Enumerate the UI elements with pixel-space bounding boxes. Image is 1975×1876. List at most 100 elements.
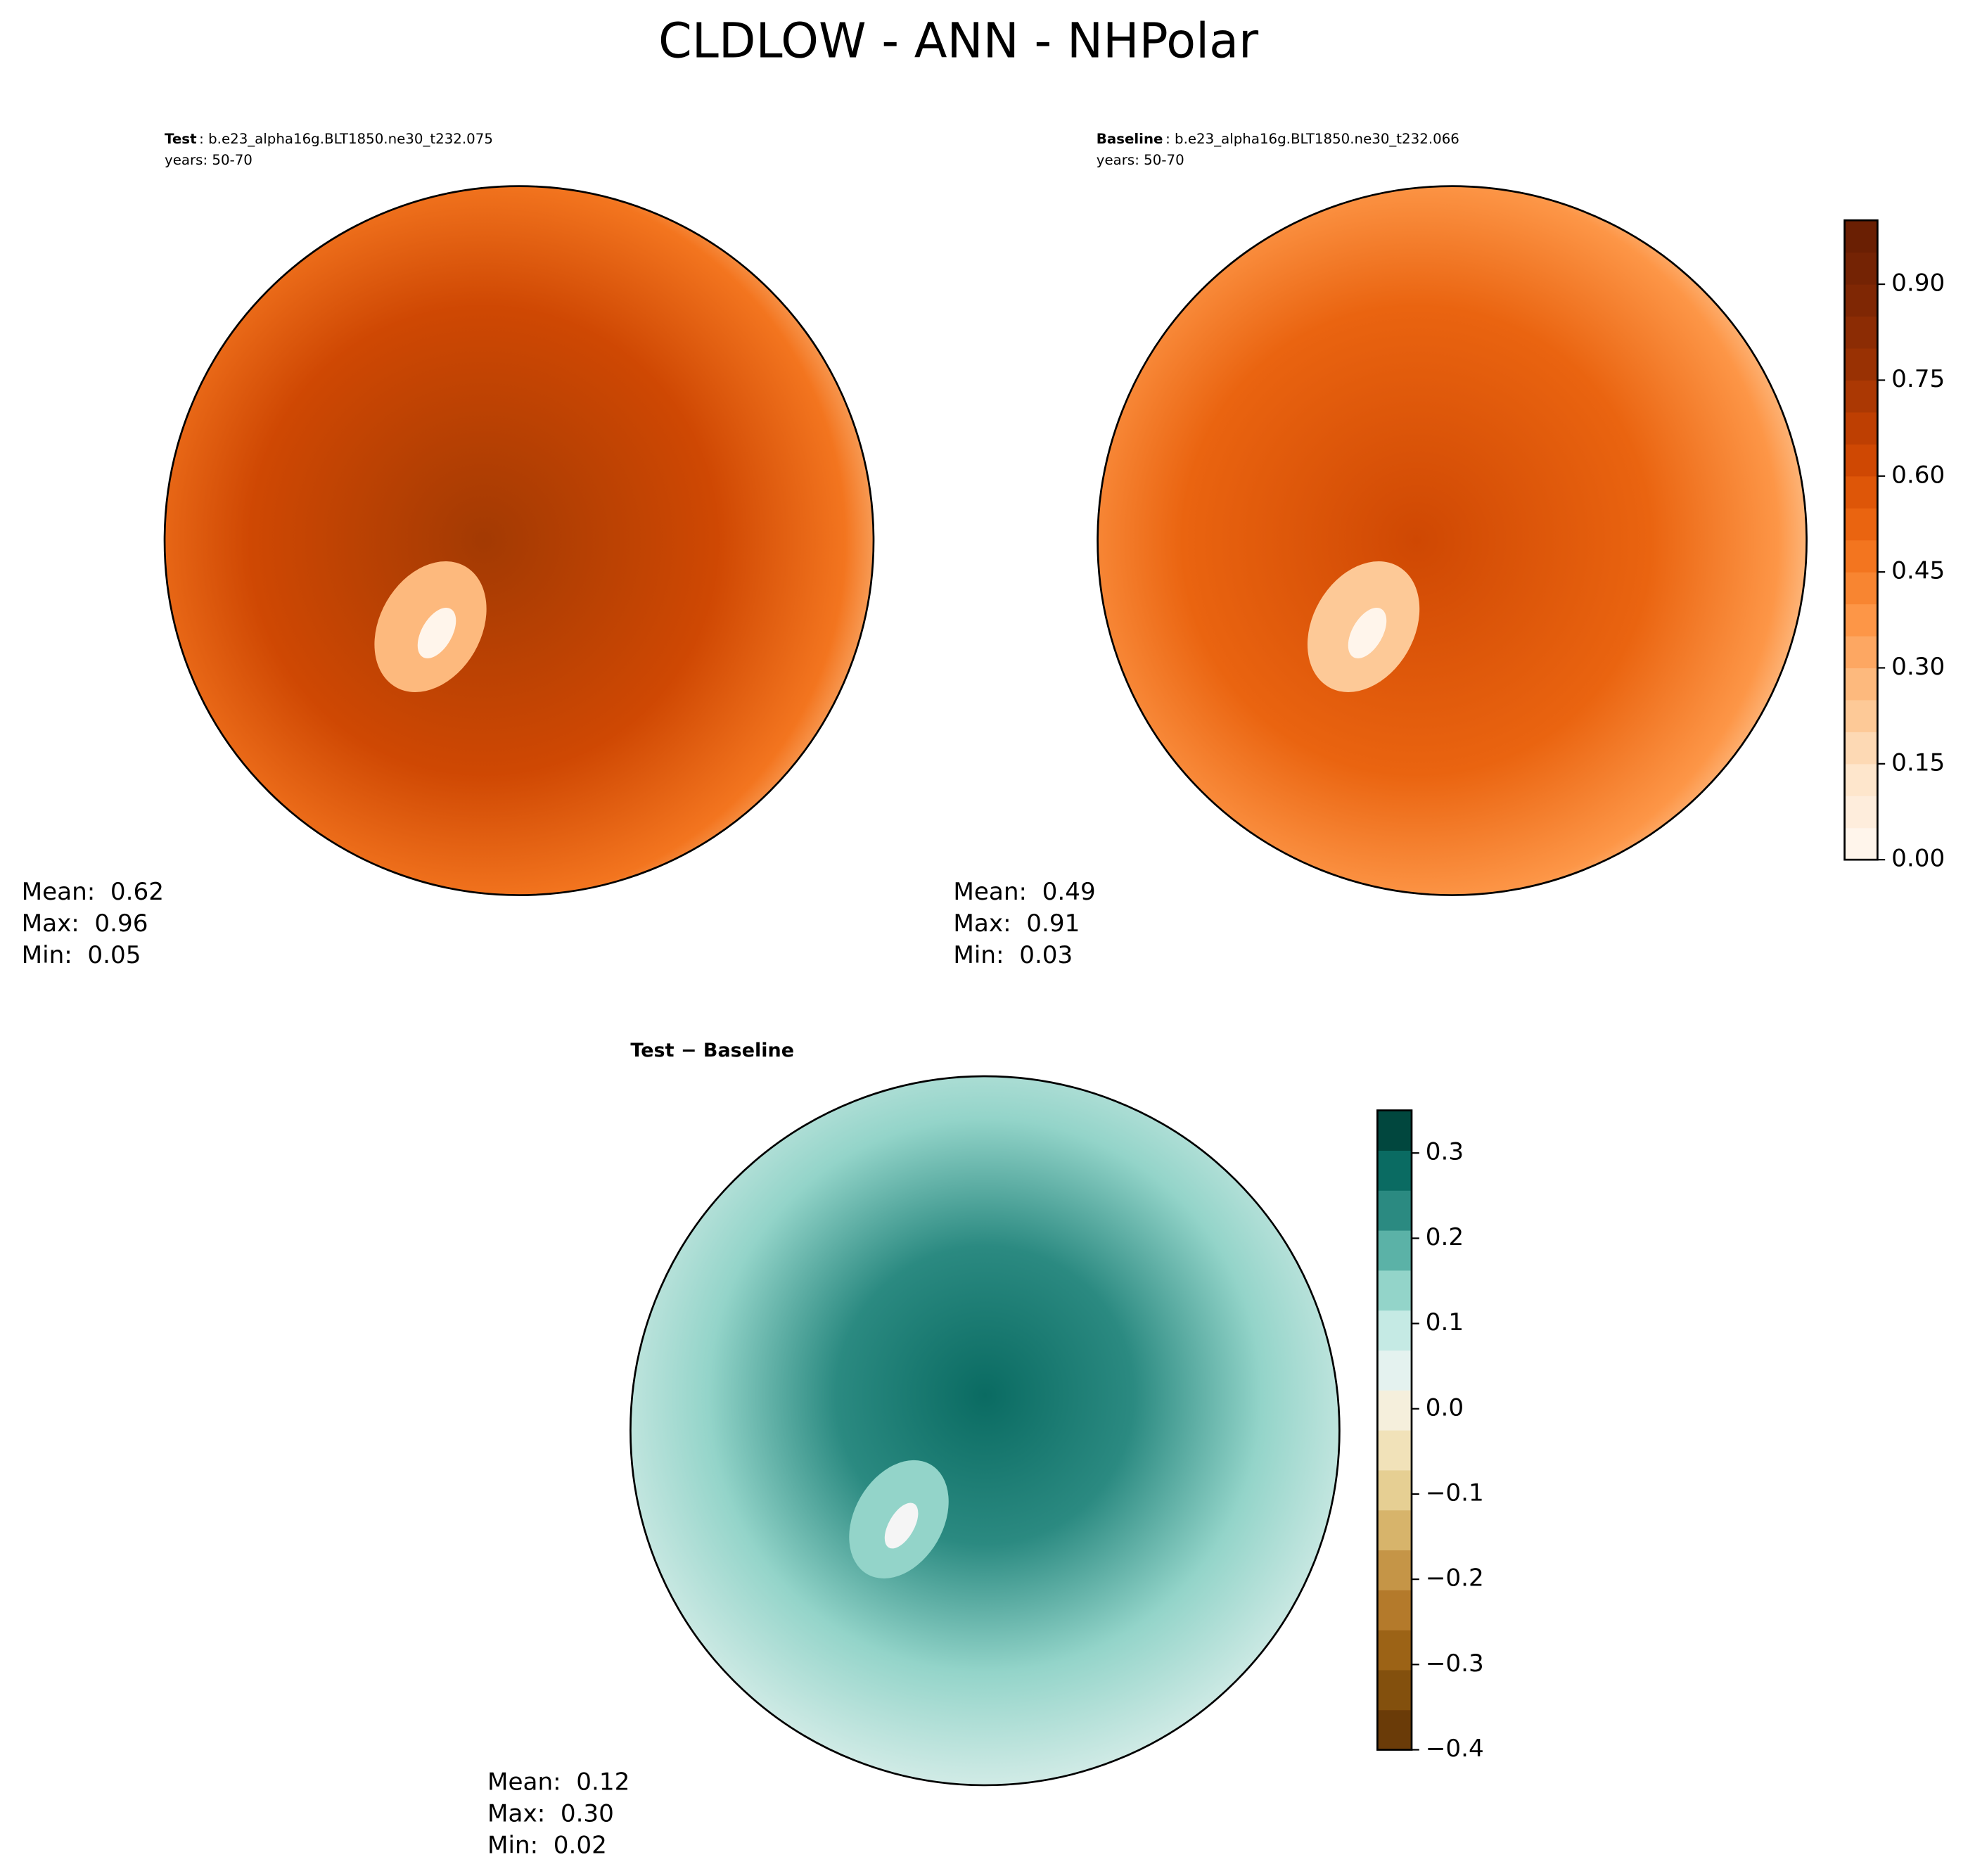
colorbar-band (1377, 1430, 1412, 1471)
colorbar-band (1377, 1150, 1412, 1191)
colorbar-band (1377, 1390, 1412, 1431)
colorbar-band (1844, 636, 1878, 669)
panel-name: Test (165, 130, 197, 146)
colorbar-tick-label: −0.2 (1426, 1564, 1484, 1593)
colorbar-band (1377, 1350, 1412, 1391)
colorbar-tick-label: 0.00 (1891, 845, 1945, 873)
stat-label: Mean: (22, 877, 96, 905)
years: years: 50-70 (165, 152, 253, 168)
colorbar-band (1844, 572, 1878, 605)
stat-value: 0.30 (561, 1799, 614, 1827)
greenland-core (417, 608, 456, 658)
stat-label: Min: (22, 940, 72, 969)
greenland-core (1348, 608, 1387, 658)
stat-label: Min: (953, 940, 1004, 969)
colorbar-band (1844, 796, 1878, 829)
colorbar-tick-label: 0.30 (1891, 653, 1945, 681)
map-diff (629, 1075, 1341, 1787)
case-name: : b.e23_alpha16g.BLT1850.ne30_t232.075 (199, 130, 493, 146)
colorbar-tick-label: −0.4 (1426, 1735, 1484, 1763)
colorbar-band (1377, 1550, 1412, 1590)
colorbar-band (1377, 1510, 1412, 1551)
panel-heading: Baseline: b.e23_alpha16g.BLT1850.ne30_t2… (1097, 130, 1459, 146)
stat-value: 0.96 (94, 909, 148, 937)
stat-value: 0.03 (1019, 940, 1073, 969)
stat-value: 0.49 (1042, 877, 1096, 905)
colorbar-band (1377, 1590, 1412, 1631)
colorbar-tick-label: 0.3 (1426, 1138, 1464, 1166)
colorbar-band (1844, 444, 1878, 477)
colorbar-tick-label: 0.2 (1426, 1223, 1464, 1251)
case-name: : b.e23_alpha16g.BLT1850.ne30_t232.066 (1165, 130, 1459, 146)
panel-heading: Test − Baseline (630, 1039, 794, 1061)
stat: Min: 0.05 (22, 940, 141, 969)
colorbar-band (1377, 1669, 1412, 1711)
map-baseline (1097, 185, 1808, 896)
colorbar-band (1844, 252, 1878, 285)
stat-label: Mean: (487, 1768, 561, 1796)
map-disc (629, 1075, 1341, 1787)
map-test (163, 185, 875, 896)
colorbar-band (1844, 827, 1878, 860)
colorbar-band (1377, 1190, 1412, 1231)
colorbar-band (1377, 1230, 1412, 1271)
colorbar-tick-label: 0.60 (1891, 461, 1945, 489)
map-disc (163, 185, 875, 896)
stat-label: Max: (22, 909, 79, 937)
years: years: 50-70 (1097, 152, 1184, 168)
colorbar-tick-label: 0.45 (1891, 557, 1945, 585)
stat-label: Mean: (953, 877, 1027, 905)
colorbar-band (1377, 1469, 1412, 1511)
colorbar-band (1844, 699, 1878, 732)
colorbar-tick-label: 0.75 (1891, 365, 1945, 393)
colorbar-tick-label: −0.1 (1426, 1479, 1484, 1507)
stat: Max: 0.30 (487, 1799, 614, 1827)
panel-name: Test − Baseline (630, 1039, 794, 1061)
stat: Mean: 0.12 (487, 1768, 629, 1796)
stat: Max: 0.96 (22, 909, 148, 937)
stat-value: 0.62 (110, 877, 164, 905)
colorbar-band (1844, 763, 1878, 796)
stat: Min: 0.03 (953, 940, 1073, 969)
colorbar-band (1844, 732, 1878, 765)
colorbar-frame (1376, 1109, 1413, 1751)
colorbar-tick-label: 0.1 (1426, 1308, 1464, 1336)
stat-value: 0.12 (576, 1768, 629, 1796)
colorbar-tick-label: 0.90 (1891, 269, 1945, 298)
colorbar-tick-label: 0.15 (1891, 748, 1945, 777)
colorbar-tick-label: 0.0 (1426, 1393, 1464, 1422)
colorbar-band (1377, 1110, 1412, 1151)
colorbar-band (1844, 347, 1878, 381)
stat-label: Max: (487, 1799, 545, 1827)
stat-value: 0.91 (1026, 909, 1080, 937)
stat: Min: 0.02 (487, 1831, 607, 1859)
colorbar-band (1844, 476, 1878, 509)
colorbar-band (1844, 604, 1878, 637)
panel-heading: Test: b.e23_alpha16g.BLT1850.ne30_t232.0… (165, 130, 493, 146)
stat: Mean: 0.62 (22, 877, 164, 905)
stat-label: Min: (487, 1831, 538, 1859)
colorbar-band (1844, 284, 1878, 317)
stat-label: Max: (953, 909, 1011, 937)
colorbar-band (1844, 411, 1878, 445)
stat: Mean: 0.49 (953, 877, 1095, 905)
colorbar-frame (1843, 219, 1879, 861)
colorbar-band (1844, 316, 1878, 349)
stat-value: 0.02 (554, 1831, 607, 1859)
colorbar-tick-label: −0.3 (1426, 1650, 1484, 1678)
colorbar-band (1844, 220, 1878, 253)
colorbar-band (1377, 1630, 1412, 1671)
map-disc (1097, 185, 1808, 896)
figure-title: CLDLOW - ANN - NHPolar (658, 14, 1259, 70)
colorbar-band (1377, 1270, 1412, 1311)
panel-name: Baseline (1097, 130, 1163, 146)
colorbar-band (1844, 668, 1878, 701)
colorbar-band (1377, 1310, 1412, 1351)
colorbar-band (1844, 508, 1878, 541)
stat-value: 0.05 (87, 940, 141, 969)
colorbar-band (1377, 1709, 1412, 1751)
colorbar-band (1844, 540, 1878, 573)
colorbar-band (1844, 380, 1878, 413)
stat: Max: 0.91 (953, 909, 1080, 937)
